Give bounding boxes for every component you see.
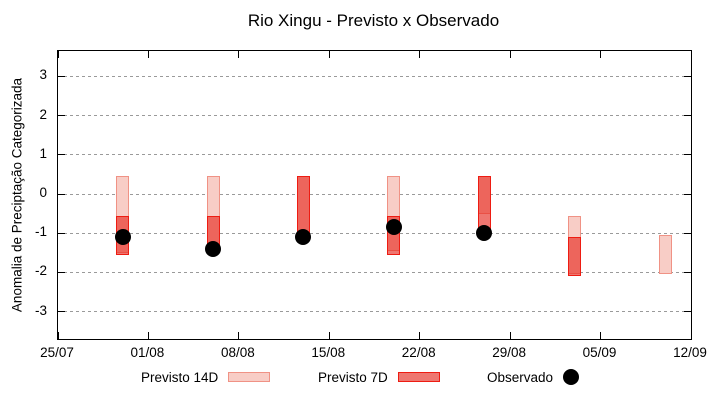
observed-point (476, 225, 493, 242)
x-tick (509, 332, 511, 339)
y-tick-label: 3 (39, 67, 47, 83)
observed-point (114, 229, 131, 246)
x-tick (147, 51, 149, 58)
y-tick (58, 115, 65, 117)
gridline (58, 271, 691, 273)
y-tick-label: 2 (39, 106, 47, 122)
x-tick (419, 51, 421, 58)
y-tick (684, 154, 691, 156)
x-tick (690, 51, 692, 58)
y-tick (58, 193, 65, 195)
y-tick-label: -1 (34, 224, 47, 240)
gridline (58, 75, 691, 77)
y-tick-label: 1 (39, 145, 47, 161)
forecast-7d-swatch-icon (397, 372, 440, 382)
observed-point (385, 219, 402, 236)
y-tick (684, 271, 691, 273)
gridline (58, 154, 691, 156)
x-tick (147, 332, 149, 339)
x-tick-label: 05/09 (582, 345, 617, 360)
gridline (58, 115, 691, 117)
y-tick (58, 232, 65, 234)
x-tick (600, 51, 602, 58)
x-tick-label: 15/08 (311, 345, 346, 360)
y-tick (58, 271, 65, 273)
plot-area (57, 50, 692, 340)
y-tick (58, 75, 65, 77)
y-tick (684, 311, 691, 313)
x-tick-label: 22/08 (401, 345, 436, 360)
y-tick-label: -2 (34, 263, 47, 279)
x-tick (600, 332, 602, 339)
forecast-14d-bar (658, 235, 672, 275)
observed-point (295, 229, 312, 246)
y-tick (684, 232, 691, 234)
x-tick (238, 332, 240, 339)
forecast-7d-bar (477, 176, 491, 232)
forecast-14d-swatch-icon (228, 372, 271, 382)
x-tick-label: 29/08 (492, 345, 527, 360)
y-tick (58, 154, 65, 156)
y-tick (684, 75, 691, 77)
legend-entry-previsto-14d: Previsto 14D (141, 366, 271, 388)
legend-label: Observado (487, 369, 554, 385)
legend-entry-previsto-7d: Previsto 7D (318, 366, 440, 388)
observed-dot-icon (563, 369, 580, 385)
x-tick (328, 51, 330, 58)
x-tick-label: 01/08 (130, 345, 165, 360)
x-tick-label: 25/07 (40, 345, 74, 360)
forecast-7d-bar (568, 237, 582, 277)
x-tick (419, 332, 421, 339)
y-tick-label: 0 (39, 185, 47, 201)
legend-label: Previsto 7D (318, 369, 388, 385)
y-tick (684, 193, 691, 195)
y-tick (58, 311, 65, 313)
x-tick-label: 08/08 (220, 345, 255, 360)
chart-title: Rio Xingu - Previsto x Observado (247, 11, 500, 30)
gridline (58, 193, 691, 195)
y-tick-label: -3 (34, 302, 47, 318)
y-tick (684, 115, 691, 117)
x-tick (238, 51, 240, 58)
x-tick (690, 332, 692, 339)
legend: Previsto 14D Previsto 7D Observado (0, 366, 720, 388)
x-tick (328, 332, 330, 339)
legend-entry-observado: Observado (487, 366, 580, 388)
x-tick (509, 51, 511, 58)
gridline (58, 311, 691, 313)
legend-label: Previsto 14D (141, 369, 219, 385)
x-tick (57, 51, 59, 58)
observed-point (205, 240, 222, 257)
x-tick (57, 332, 59, 339)
gridline (58, 232, 691, 234)
x-tick-label: 12/09 (673, 345, 707, 360)
forecast-7d-bar (296, 176, 310, 238)
